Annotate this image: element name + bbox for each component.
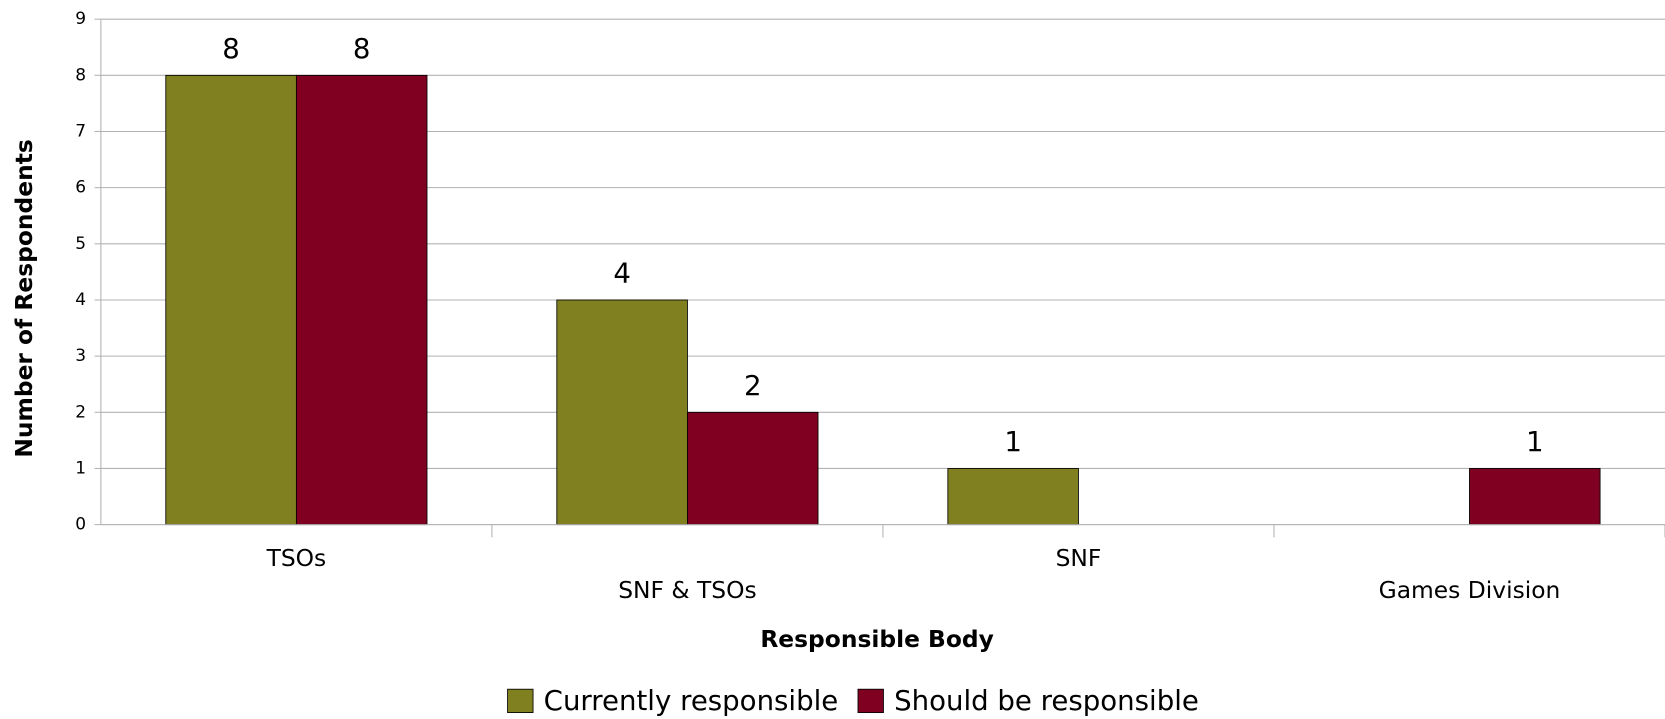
value-label: 2	[744, 369, 762, 402]
x-tick-label: SNF & TSOs	[618, 576, 756, 604]
x-axis-title: Responsible Body	[760, 625, 994, 653]
y-tick-label: 6	[75, 178, 86, 198]
x-tick-label: SNF	[1056, 544, 1102, 572]
bar	[556, 299, 688, 526]
x-tick-label: TSOs	[266, 544, 327, 572]
value-label: 1	[1004, 425, 1022, 458]
bar	[947, 468, 1079, 526]
legend-swatch	[507, 688, 534, 713]
legend-label: Currently responsible	[544, 684, 839, 717]
bar	[295, 74, 428, 526]
x-tick-label: Games Division	[1379, 576, 1561, 604]
y-tick-label: 5	[75, 234, 86, 254]
value-label: 4	[613, 256, 631, 289]
y-tick-label: 7	[75, 121, 86, 141]
y-tick-label: 9	[75, 9, 86, 29]
y-tick-label: 8	[75, 65, 86, 85]
y-tick-label: 4	[75, 290, 86, 310]
bar	[165, 74, 297, 526]
y-tick-label: 1	[75, 458, 86, 478]
y-tick-label: 3	[75, 346, 86, 366]
y-tick-label: 0	[75, 515, 86, 535]
legend-label: Should be responsible	[894, 684, 1199, 717]
value-label: 8	[222, 32, 240, 65]
y-axis-title: Number of Respondents	[10, 139, 38, 457]
bar	[1469, 468, 1601, 526]
y-tick-label: 2	[75, 402, 86, 422]
value-label: 8	[353, 32, 371, 65]
legend-swatch	[857, 688, 884, 713]
bar	[686, 411, 819, 526]
value-label: 1	[1526, 425, 1544, 458]
